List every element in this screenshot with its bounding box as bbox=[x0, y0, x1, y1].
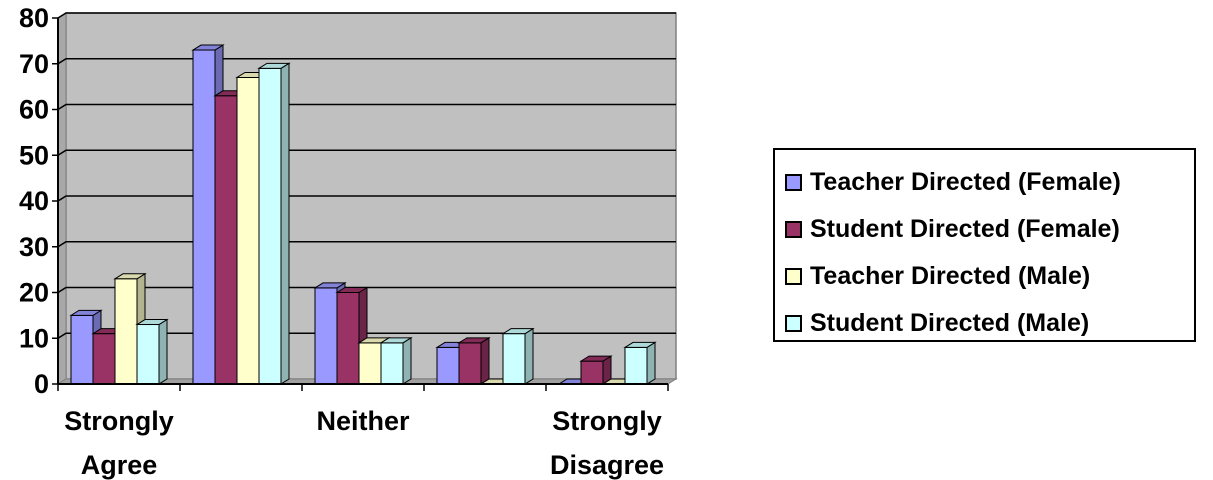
gridline bbox=[57, 103, 676, 111]
bar bbox=[457, 336, 491, 385]
gridlines bbox=[57, 12, 676, 339]
bar bbox=[623, 341, 657, 385]
legend-item: Teacher Directed (Female) bbox=[785, 159, 1194, 206]
bar-front bbox=[336, 292, 360, 385]
gridline bbox=[57, 332, 676, 339]
bars bbox=[69, 44, 657, 385]
gridline bbox=[57, 195, 676, 202]
legend-swatch bbox=[785, 174, 802, 191]
bar bbox=[135, 318, 169, 385]
bar bbox=[379, 336, 413, 385]
bar-front bbox=[114, 278, 138, 385]
legend-swatch bbox=[785, 315, 802, 332]
bar-side bbox=[402, 336, 412, 385]
bar-top bbox=[335, 287, 369, 293]
x-category-label: Strongly bbox=[552, 406, 662, 436]
bar-top bbox=[457, 337, 491, 344]
bar-top bbox=[69, 309, 103, 316]
x-category-labels: Strongly Agree Neither Strongly Disagree bbox=[64, 406, 664, 480]
bar-front bbox=[236, 76, 260, 385]
bar-side bbox=[280, 62, 290, 385]
bar-side bbox=[524, 327, 534, 385]
y-tick-label: 70 bbox=[19, 49, 49, 79]
y-tick-label: 0 bbox=[34, 369, 49, 399]
bar-front bbox=[70, 314, 94, 385]
bar-top bbox=[623, 341, 657, 348]
axes bbox=[52, 17, 669, 391]
bar-front bbox=[458, 342, 482, 385]
gridline bbox=[57, 57, 676, 65]
bar-front bbox=[92, 333, 116, 385]
bar-front bbox=[214, 95, 238, 385]
bar bbox=[501, 327, 535, 385]
y-tick-label: 40 bbox=[19, 186, 49, 216]
legend-item: Teacher Directed (Male) bbox=[785, 253, 1194, 300]
bar-front bbox=[436, 346, 460, 385]
x-category-label: Strongly bbox=[64, 406, 174, 436]
y-tick-label: 10 bbox=[19, 323, 49, 353]
x-category-label: Agree bbox=[81, 450, 158, 480]
bar-top bbox=[135, 319, 169, 326]
bar-front bbox=[314, 287, 338, 385]
bar bbox=[579, 355, 613, 385]
legend-label: Teacher Directed (Male) bbox=[810, 262, 1091, 290]
gridline bbox=[57, 240, 676, 248]
bar-front bbox=[580, 360, 604, 385]
bar-front bbox=[380, 342, 404, 385]
y-tick-label: 30 bbox=[19, 232, 49, 262]
x-category-label: Disagree bbox=[550, 450, 664, 480]
bar-front bbox=[502, 333, 526, 385]
x-category-label: Neither bbox=[316, 406, 410, 436]
bar-top bbox=[313, 282, 347, 289]
y-tick-label: 20 bbox=[19, 278, 49, 308]
y-tick-label: 80 bbox=[19, 3, 49, 33]
bar-side bbox=[480, 336, 490, 385]
bar-front bbox=[258, 67, 282, 385]
legend-item: Student Directed (Male) bbox=[785, 300, 1194, 347]
bar-top bbox=[579, 355, 613, 362]
legend-swatch bbox=[785, 268, 802, 285]
gridline bbox=[57, 12, 676, 19]
y-tick-labels: 0 10 20 30 40 50 60 70 80 bbox=[19, 3, 49, 399]
bar-top bbox=[257, 62, 291, 69]
y-tick-label: 60 bbox=[19, 95, 49, 125]
bar-top bbox=[379, 337, 413, 344]
gridline bbox=[57, 286, 676, 294]
gridline bbox=[57, 149, 676, 156]
bar-front bbox=[358, 342, 382, 385]
bar-side bbox=[646, 341, 656, 385]
bar-top bbox=[191, 44, 225, 51]
bar-top bbox=[501, 328, 535, 335]
bar-side bbox=[158, 318, 168, 385]
bar bbox=[257, 62, 291, 385]
bar-front bbox=[624, 346, 648, 385]
bar-front bbox=[136, 324, 160, 385]
legend-item: Student Directed (Female) bbox=[785, 206, 1194, 253]
legend-label: Teacher Directed (Female) bbox=[810, 168, 1121, 196]
bar-top bbox=[113, 273, 147, 280]
legend-label: Student Directed (Male) bbox=[810, 309, 1090, 337]
legend-swatch bbox=[785, 221, 802, 238]
legend: Teacher Directed (Female) Student Direct… bbox=[773, 148, 1196, 342]
y-tick-label: 50 bbox=[19, 140, 49, 170]
legend-label: Student Directed (Female) bbox=[810, 215, 1120, 243]
bar-front bbox=[192, 49, 216, 385]
